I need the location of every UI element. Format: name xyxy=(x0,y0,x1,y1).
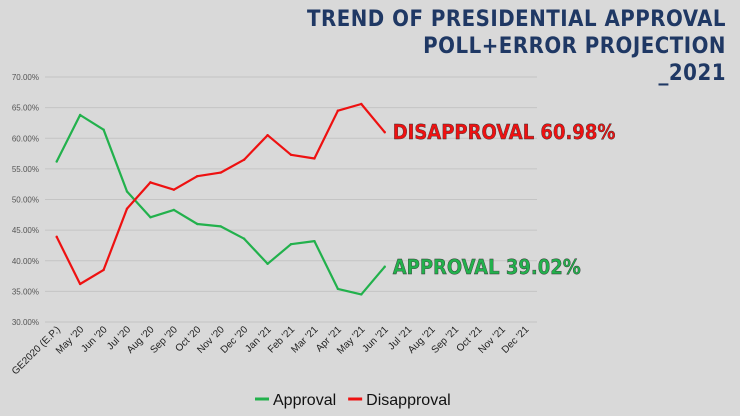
legend-label-disapproval: Disapproval xyxy=(366,392,450,409)
data-point-disapproval xyxy=(336,109,340,112)
chart-title-line-2: POLL+ERROR PROJECTION xyxy=(423,34,726,59)
data-point-approval xyxy=(289,243,293,246)
data-point-approval xyxy=(336,287,340,291)
x-tick-label: Jun '20 xyxy=(79,324,110,355)
data-point-disapproval xyxy=(125,207,129,210)
y-tick-label: 35.00% xyxy=(12,287,39,296)
x-tick-label: Jun '21 xyxy=(360,324,391,355)
y-tick-label: 30.00% xyxy=(12,318,39,327)
data-point-approval xyxy=(360,293,363,296)
data-point-disapproval xyxy=(289,153,293,156)
data-point-disapproval xyxy=(78,282,82,286)
data-point-disapproval xyxy=(360,102,363,106)
data-point-approval xyxy=(242,237,246,240)
y-tick-label: 60.00% xyxy=(12,134,39,143)
data-point-approval xyxy=(102,128,105,131)
chart-title-line-1: TREND OF PRESIDENTIAL APPROVAL xyxy=(306,7,726,32)
y-tick-label: 55.00% xyxy=(12,165,39,174)
y-tick-label: 40.00% xyxy=(12,257,39,266)
data-point-approval xyxy=(219,225,222,228)
data-point-approval xyxy=(149,216,152,219)
annotation-disapproval: DISAPPROVAL 60.98% xyxy=(393,120,616,144)
data-point-disapproval xyxy=(102,268,105,272)
series-line-disapproval xyxy=(55,102,386,286)
chart-title: TREND OF PRESIDENTIAL APPROVAL POLL+ERRO… xyxy=(307,6,726,87)
data-point-approval xyxy=(196,222,199,226)
data-point-disapproval xyxy=(266,133,269,137)
data-point-disapproval xyxy=(196,175,199,178)
data-point-disapproval xyxy=(242,158,246,161)
y-tick-label: 45.00% xyxy=(12,226,39,235)
data-point-disapproval xyxy=(313,157,316,160)
data-point-approval xyxy=(125,190,129,193)
data-point-approval xyxy=(172,208,176,212)
chart-title-line-3: _2021 xyxy=(658,61,726,86)
annotation-approval: APPROVAL 39.02% xyxy=(393,255,581,279)
legend-label-approval: Approval xyxy=(273,392,336,409)
y-tick-label: 65.00% xyxy=(12,104,39,113)
data-point-disapproval xyxy=(383,131,386,134)
data-point-disapproval xyxy=(172,188,176,191)
y-tick-label: 70.00% xyxy=(12,73,39,82)
y-tick-label: 50.00% xyxy=(12,196,39,205)
data-point-disapproval xyxy=(55,235,58,239)
data-point-disapproval xyxy=(219,171,222,174)
data-point-approval xyxy=(55,160,58,163)
x-tick-label: Mar '21 xyxy=(289,324,320,355)
data-point-approval xyxy=(313,239,316,243)
data-point-disapproval xyxy=(149,181,152,184)
data-point-approval xyxy=(266,262,269,266)
series-line-approval xyxy=(55,113,386,296)
data-point-approval xyxy=(383,265,386,268)
data-point-approval xyxy=(78,113,82,117)
